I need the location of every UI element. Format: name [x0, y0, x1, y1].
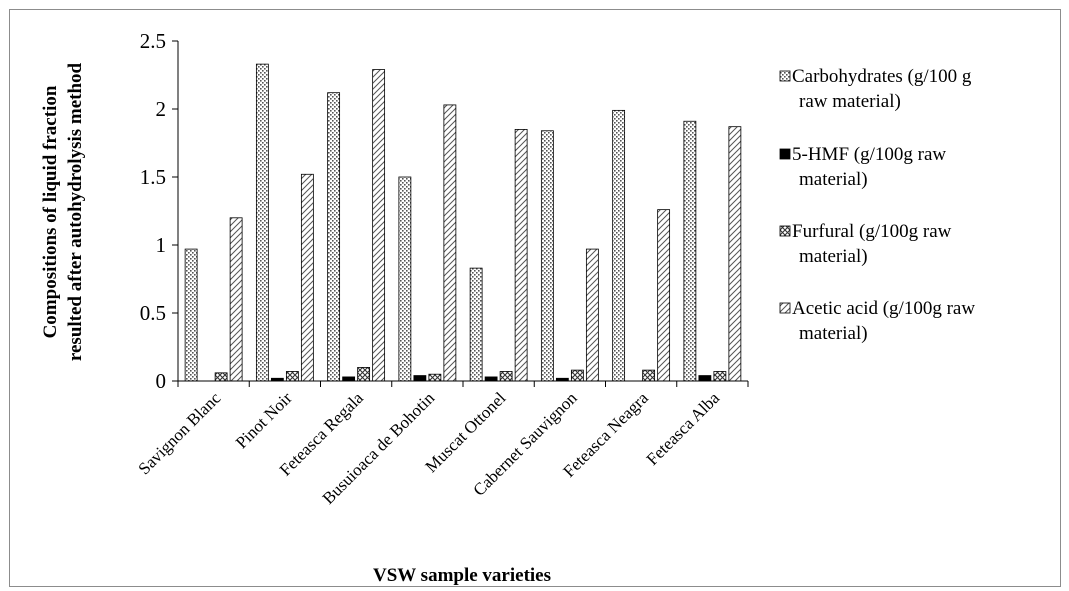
bar-acetic-acid-cabernet-sauvignon — [585, 248, 599, 382]
chart-frame — [9, 9, 1061, 587]
y-tick-label: 0 — [156, 369, 167, 393]
legend-label-line: material) — [799, 246, 868, 267]
y-axis-title-line-2: resulted after autohydrolysis method — [65, 62, 86, 361]
legend-label-line: Acetic acid (g/100g raw — [792, 298, 975, 319]
bar-carbohydrates-feteasca-neagra — [612, 109, 626, 382]
bar-5-hmf-busuioaca-de-bohotin — [413, 375, 427, 382]
bar-carbohydrates-muscat-ottonel — [469, 267, 483, 382]
legend-label-line: raw material) — [799, 91, 901, 112]
y-axis-title: Compositions of liquid fraction resulted… — [40, 62, 86, 361]
y-tick-label: 1.5 — [140, 165, 166, 189]
y-axis-ticks: 0 0.5 1 1.5 2 2.5 — [140, 29, 178, 393]
bar-furfural-feteasca-regala — [357, 366, 371, 382]
y-tick-label: 1 — [156, 233, 167, 257]
legend-label-line: material) — [799, 169, 868, 190]
legend-label-line: Carbohydrates (g/100 g — [792, 66, 972, 87]
legend-swatch-5-hmf — [779, 148, 791, 160]
bar-acetic-acid-feteasca-regala — [372, 69, 386, 382]
bar-acetic-acid-savignon-blanc — [229, 217, 243, 382]
y-axis-title-line-1: Compositions of liquid fraction — [40, 85, 61, 338]
bar-furfural-busuioaca-de-bohotin — [428, 373, 442, 382]
bar-carbohydrates-busuioaca-de-bohotin — [398, 176, 412, 382]
bar-acetic-acid-pinot-noir — [300, 173, 314, 382]
bar-5-hmf-feteasca-regala — [342, 376, 356, 382]
legend-label-line: material) — [799, 323, 868, 344]
bar-furfural-savignon-blanc — [214, 372, 228, 382]
legend-swatch-carbohydrates — [779, 70, 791, 82]
bar-furfural-pinot-noir — [285, 371, 299, 382]
bar-furfural-feteasca-neagra — [642, 369, 656, 382]
bar-acetic-acid-busuioaca-de-bohotin — [443, 104, 457, 382]
legend-label-line: 5-HMF (g/100g raw — [792, 144, 946, 165]
bar-acetic-acid-feteasca-alba — [728, 126, 742, 382]
bar-furfural-feteasca-alba — [713, 371, 727, 382]
bar-acetic-acid-feteasca-neagra — [657, 209, 671, 382]
bar-carbohydrates-feteasca-alba — [683, 120, 697, 382]
bar-furfural-muscat-ottonel — [499, 371, 513, 382]
bar-acetic-acid-muscat-ottonel — [514, 128, 528, 382]
bar-5-hmf-muscat-ottonel — [484, 376, 498, 382]
y-tick-label: 0.5 — [140, 301, 166, 325]
x-tick-label-feteasca-alba: Feteasca Alba — [643, 388, 724, 469]
x-tick-label-pinot-noir: Pinot Noir — [232, 388, 296, 452]
bar-carbohydrates-savignon-blanc — [184, 248, 198, 382]
legend-swatch-acetic-acid — [779, 302, 791, 314]
bar-carbohydrates-cabernet-sauvignon — [540, 130, 554, 382]
legend-label-line: Furfural (g/100g raw — [792, 221, 952, 242]
bar-carbohydrates-pinot-noir — [255, 63, 269, 382]
bar-furfural-cabernet-sauvignon — [570, 369, 584, 382]
legend-swatch-furfural — [779, 225, 791, 237]
bars — [184, 63, 742, 382]
x-tick-label-savignon-blanc: Savignon Blanc — [135, 388, 225, 478]
bar-5-hmf-feteasca-alba — [698, 375, 712, 382]
y-tick-label: 2 — [156, 97, 167, 121]
x-axis-title: VSW sample varieties — [373, 565, 551, 586]
y-tick-label: 2.5 — [140, 29, 166, 53]
bar-carbohydrates-feteasca-regala — [327, 92, 341, 382]
legend: Carbohydrates (g/100 g raw material) 5-HMF… — [779, 66, 975, 344]
